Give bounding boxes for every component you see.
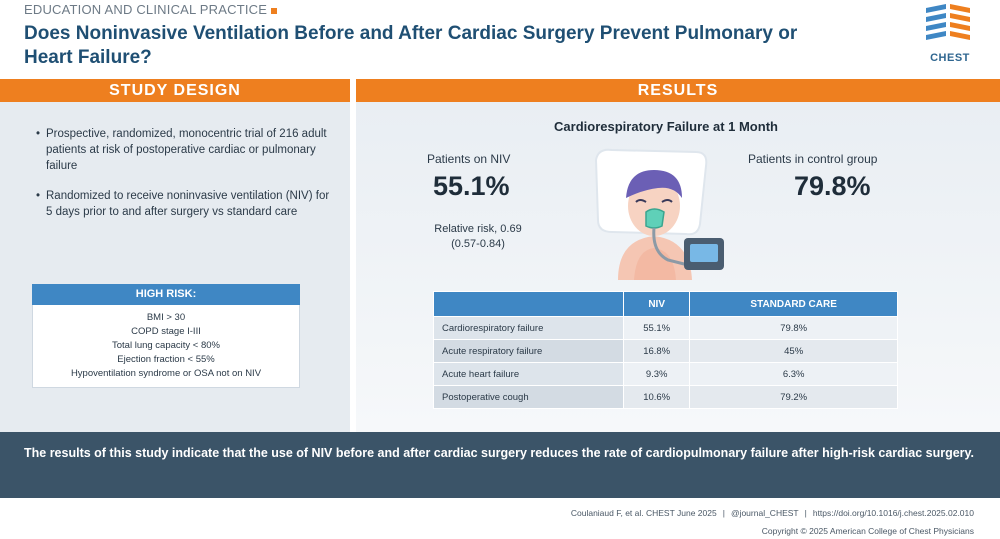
table-row: Cardiorespiratory failure 55.1% 79.8% xyxy=(433,316,898,340)
orange-square-icon xyxy=(271,7,278,14)
table-cell: 45% xyxy=(689,339,898,363)
table-cell: 16.8% xyxy=(622,339,691,363)
table-cell: Postoperative cough xyxy=(433,385,624,409)
high-risk-heading: HIGH RISK: xyxy=(32,284,300,305)
twitter-handle-link[interactable]: @journal_CHEST xyxy=(730,508,799,518)
results-table: NIV STANDARD CARE Cardiorespiratory fail… xyxy=(433,291,898,409)
conclusion-banner: The results of this study indicate that … xyxy=(0,432,1000,498)
table-header-row: NIV STANDARD CARE xyxy=(433,291,898,317)
relative-risk: Relative risk, 0.69 (0.57-0.84) xyxy=(418,222,538,252)
bullet-item: Randomized to receive noninvasive ventil… xyxy=(36,188,336,220)
results-subtitle: Cardiorespiratory Failure at 1 Month xyxy=(554,119,778,134)
patient-niv-illustration-icon xyxy=(594,148,724,280)
logo-text: CHEST xyxy=(930,52,970,64)
table-cell: 9.3% xyxy=(622,362,691,386)
table-row: Acute heart failure 9.3% 6.3% xyxy=(433,362,898,386)
table-cell: 79.8% xyxy=(689,316,898,340)
table-header-cell: NIV xyxy=(622,291,691,317)
table-cell: 6.3% xyxy=(689,362,898,386)
study-design-heading: STUDY DESIGN xyxy=(0,79,350,102)
table-row: Postoperative cough 10.6% 79.2% xyxy=(433,385,898,409)
study-design-bullets: Prospective, randomized, monocentric tri… xyxy=(36,126,336,234)
high-risk-box: HIGH RISK: BMI > 30 COPD stage I-III Tot… xyxy=(32,284,300,388)
table-cell: 55.1% xyxy=(622,316,691,340)
table-row: Acute respiratory failure 16.8% 45% xyxy=(433,339,898,363)
citation-line: Coulaniaud F, et al. CHEST June 2025 | @jo… xyxy=(570,508,974,518)
relative-risk-ci: (0.57-0.84) xyxy=(451,238,505,250)
risk-item: COPD stage I-III xyxy=(131,326,201,337)
table-cell: Acute heart failure xyxy=(433,362,624,386)
risk-item: BMI > 30 xyxy=(146,312,186,323)
control-label: Patients in control group xyxy=(748,152,878,166)
control-value: 79.8% xyxy=(794,171,871,201)
table-cell: Cardiorespiratory failure xyxy=(433,316,624,340)
risk-item: Ejection fraction < 55% xyxy=(117,354,215,365)
section-eyebrow: EDUCATION AND CLINICAL PRACTICE xyxy=(24,2,278,17)
risk-item: Total lung capacity < 80% xyxy=(112,340,220,351)
page-title: Does Noninvasive Ventilation Before and … xyxy=(24,23,798,68)
niv-value: 55.1% xyxy=(433,171,510,201)
doi-link[interactable]: https://doi.org/10.1016/j.chest.2025.02.… xyxy=(812,508,974,518)
copyright: Copyright © 2025 American College of Che… xyxy=(761,526,974,536)
table-cell: Acute respiratory failure xyxy=(433,339,624,363)
relative-risk-line: Relative risk, 0.69 xyxy=(434,223,522,235)
table-header-cell: STANDARD CARE xyxy=(689,291,898,317)
results-heading: RESULTS xyxy=(356,79,1000,102)
chest-logo-icon xyxy=(926,4,970,40)
high-risk-list: BMI > 30 COPD stage I-III Total lung cap… xyxy=(32,305,300,388)
bullet-item: Prospective, randomized, monocentric tri… xyxy=(36,126,336,174)
citation: Coulaniaud F, et al. CHEST June 2025 xyxy=(570,508,717,518)
table-header-cell xyxy=(433,291,624,317)
table-cell: 79.2% xyxy=(689,385,898,409)
risk-item: Hypoventilation syndrome or OSA not on N… xyxy=(70,368,262,379)
table-cell: 10.6% xyxy=(622,385,691,409)
niv-label: Patients on NIV xyxy=(427,152,511,166)
